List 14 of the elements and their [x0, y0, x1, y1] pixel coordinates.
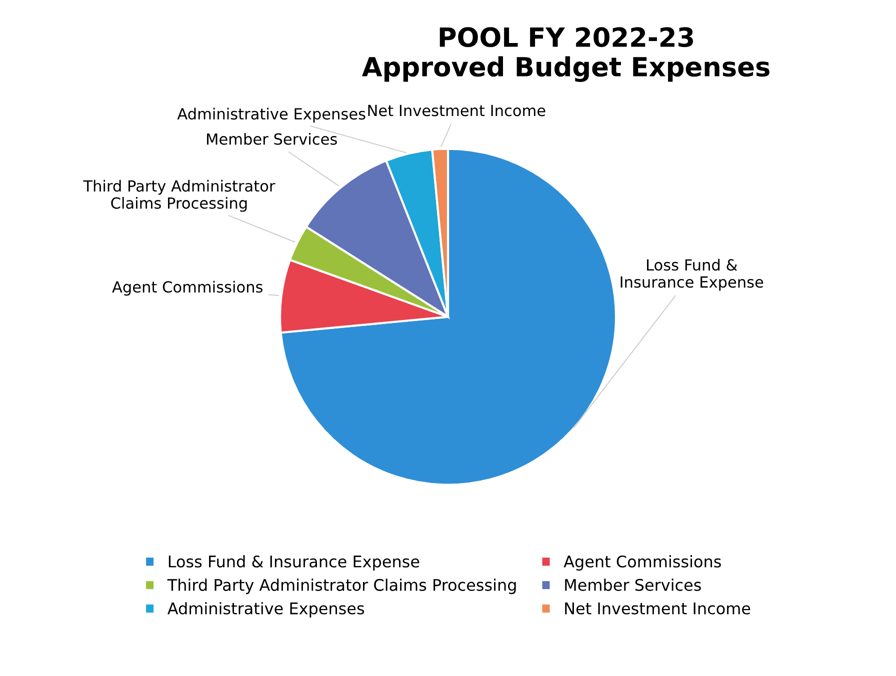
slice-label: Agent Commissions [112, 280, 262, 296]
legend-label: Net Investment Income [565, 602, 750, 614]
slice-label: Net Investment Income [368, 104, 546, 116]
legend-label: Loss Fund & Insurance Expense [168, 555, 420, 571]
legend-label: Member Services [565, 578, 701, 591]
slice-label: Member Services [207, 133, 337, 145]
slice-label: Third Party Administrator Claims Processing [83, 180, 276, 212]
legend-label: Agent Commissions [564, 555, 721, 571]
pie-slice [280, 148, 618, 486]
slice-label: Loss Fund & Insurance Expense [620, 258, 764, 291]
slice-label: Administrative Expenses [177, 108, 366, 123]
chart-title: POOL FY 2022-23 Approved Budget Expenses [362, 27, 770, 82]
legend-label: Administrative Expenses [167, 602, 364, 618]
legend-label: Third Party Administrator Claims Processing [167, 578, 516, 594]
